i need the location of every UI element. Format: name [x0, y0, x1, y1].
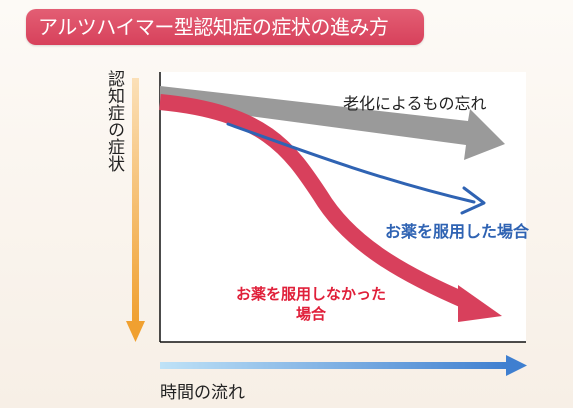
title-banner — [26, 9, 424, 45]
aging-curve-arrow — [160, 86, 505, 160]
x-arrow-shaft — [160, 362, 508, 369]
unmedicated-label-line2: 場合 — [296, 305, 327, 323]
aging-label: 老化によるもの忘れ — [343, 94, 487, 113]
y-axis-label: 認知症の症状 — [104, 70, 124, 172]
medicated-curve — [226, 122, 476, 204]
unmedicated-label-line1: お薬を服用しなかった — [236, 285, 387, 303]
y-arrow-shaft — [132, 78, 139, 323]
medicated-label: お薬を服用した場合 — [385, 222, 530, 241]
y-arrow-head — [126, 321, 145, 342]
unmedicated-arrow-head — [458, 285, 502, 322]
page-title: アルツハイマー型認知症の症状の進み方 — [38, 15, 389, 39]
medicated-arrow-head — [460, 186, 486, 215]
unmedicated-curve — [159, 94, 472, 310]
unmedicated-label: お薬を服用しなかった 場合 — [236, 284, 386, 324]
x-arrow-head — [506, 355, 527, 376]
x-axis-label: 時間の流れ — [160, 383, 245, 403]
